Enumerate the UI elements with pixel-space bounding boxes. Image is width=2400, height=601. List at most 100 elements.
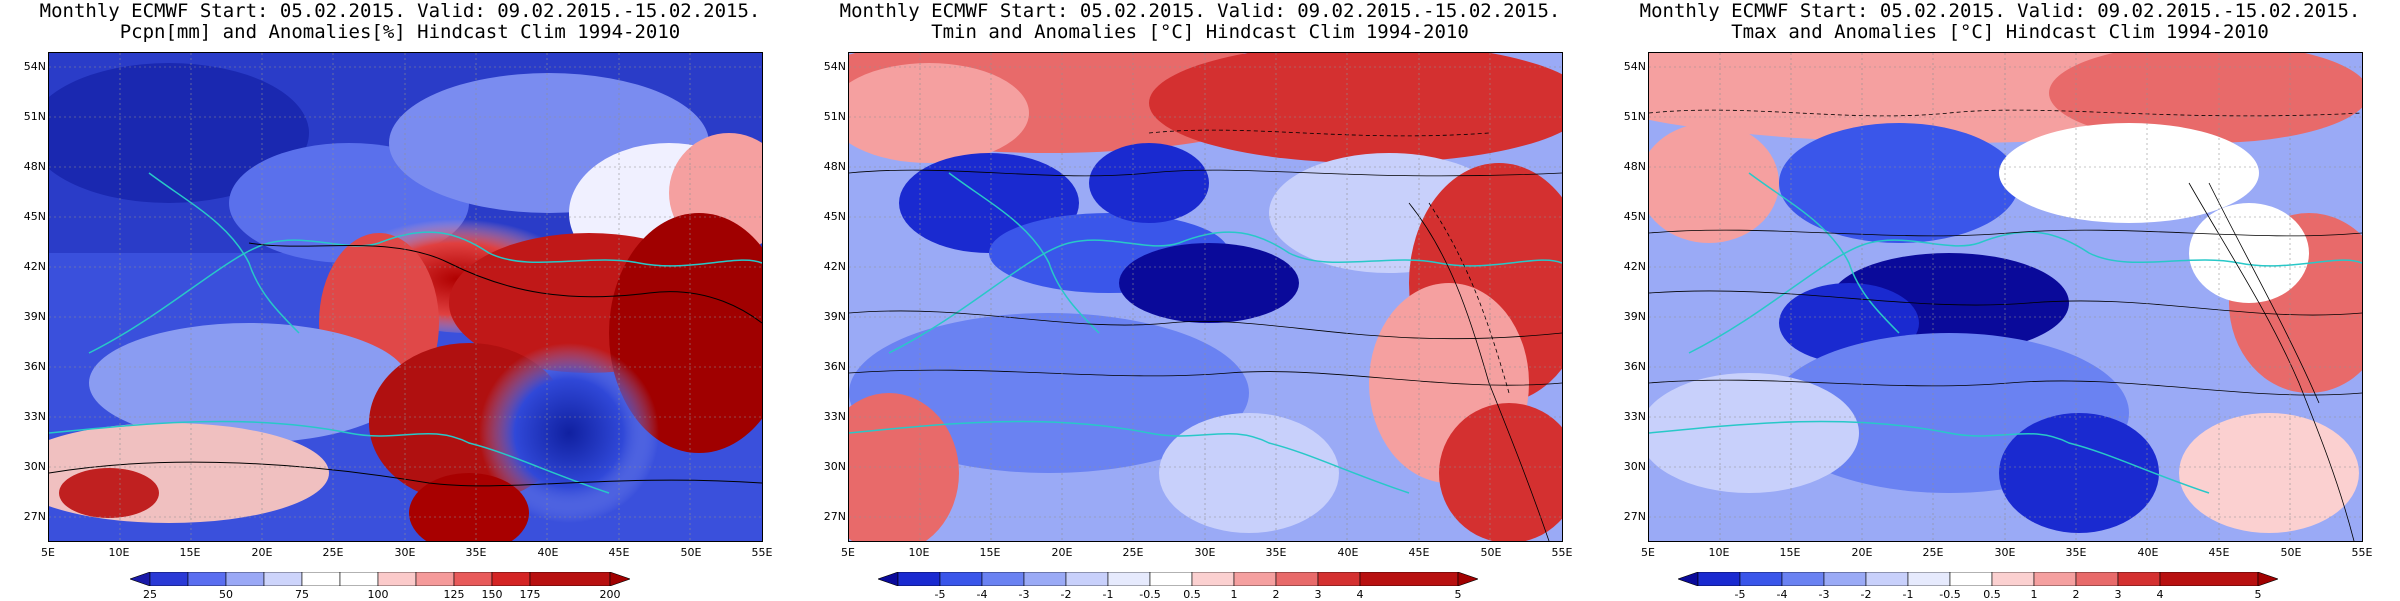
- lon-label-40e: 40E: [537, 546, 559, 559]
- colorbar-label: -0.5: [1139, 588, 1161, 601]
- panel-title-line1: Monthly ECMWF Start: 05.02.2015. Valid: …: [39, 0, 761, 22]
- lon-label-25e: 25E: [322, 546, 344, 559]
- colorbar-label: 200: [599, 588, 621, 601]
- lat-label-33n: 33N: [1623, 410, 1646, 423]
- lat-label-36n: 36N: [23, 360, 46, 373]
- lat-label-45n: 45N: [1623, 210, 1646, 223]
- lon-label-40e: 40E: [1337, 546, 1359, 559]
- lon-label-35e: 35E: [465, 546, 487, 559]
- colorbar-label: 1: [1230, 588, 1238, 601]
- colorbar-label: 150: [481, 588, 503, 601]
- lon-label-10e: 10E: [1708, 546, 1730, 559]
- lon-label-30e: 30E: [1994, 546, 2016, 559]
- colorbar-label: 125: [443, 588, 465, 601]
- map-tmax: [1648, 52, 2363, 542]
- panel-title-line1: Monthly ECMWF Start: 05.02.2015. Valid: …: [839, 0, 1561, 22]
- panel-title-line2: Tmax and Anomalies [°C] Hindcast Clim 19…: [1731, 21, 2269, 43]
- lon-label-50e: 50E: [2280, 546, 2302, 559]
- lat-label-54n: 54N: [1623, 60, 1646, 73]
- colorbar-label: 175: [519, 588, 541, 601]
- colorbar-label: 2: [1272, 588, 1280, 601]
- colorbar-label: 75: [295, 588, 309, 601]
- panel-title-line2: Tmin and Anomalies [°C] Hindcast Clim 19…: [931, 21, 1469, 43]
- lon-label-55e: 55E: [2351, 546, 2373, 559]
- colorbar-label: 50: [219, 588, 233, 601]
- map-svg: [49, 53, 762, 541]
- lon-label-45e: 45E: [2208, 546, 2230, 559]
- lon-label-20e: 20E: [1851, 546, 1873, 559]
- map-svg: [849, 53, 1562, 541]
- lat-label-54n: 54N: [23, 60, 46, 73]
- colorbar-tmin: [878, 572, 1478, 586]
- lon-label-20e: 20E: [251, 546, 273, 559]
- lat-label-36n: 36N: [1623, 360, 1646, 373]
- colorbar-label: 5: [2254, 588, 2262, 601]
- lat-label-39n: 39N: [1623, 310, 1646, 323]
- lat-label-45n: 45N: [23, 210, 46, 223]
- map-svg: [1649, 53, 2362, 541]
- lon-label-5e: 5E: [41, 546, 55, 559]
- lat-label-48n: 48N: [1623, 160, 1646, 173]
- colorbar-label: 0.5: [1183, 588, 1201, 601]
- lon-label-30e: 30E: [1194, 546, 1216, 559]
- lat-label-42n: 42N: [23, 260, 46, 273]
- lon-label-55e: 55E: [751, 546, 773, 559]
- lat-label-33n: 33N: [823, 410, 846, 423]
- lon-label-45e: 45E: [608, 546, 630, 559]
- colorbar-label: -0.5: [1939, 588, 1961, 601]
- lat-label-42n: 42N: [1623, 260, 1646, 273]
- colorbar-label: -1: [1102, 588, 1114, 601]
- lat-label-27n: 27N: [823, 510, 846, 523]
- colorbar-label: 100: [367, 588, 389, 601]
- map-tmin: [848, 52, 1563, 542]
- lat-label-27n: 27N: [1623, 510, 1646, 523]
- colorbar-label: -3: [1018, 588, 1030, 601]
- lat-label-33n: 33N: [23, 410, 46, 423]
- lat-label-51n: 51N: [1623, 110, 1646, 123]
- lat-label-30n: 30N: [1623, 460, 1646, 473]
- lon-label-10e: 10E: [108, 546, 130, 559]
- lon-label-25e: 25E: [1922, 546, 1944, 559]
- lat-label-39n: 39N: [823, 310, 846, 323]
- colorbar-label: 5: [1454, 588, 1462, 601]
- lat-label-39n: 39N: [23, 310, 46, 323]
- lon-label-50e: 50E: [680, 546, 702, 559]
- lat-label-45n: 45N: [823, 210, 846, 223]
- lon-label-35e: 35E: [1265, 546, 1287, 559]
- colorbar-label: -5: [934, 588, 946, 601]
- lon-label-35e: 35E: [2065, 546, 2087, 559]
- map-precipitation: [48, 52, 763, 542]
- colorbar-label: 1: [2030, 588, 2038, 601]
- colorbar-label: -5: [1734, 588, 1746, 601]
- lon-label-15e: 15E: [979, 546, 1001, 559]
- colorbar-label: 2: [2072, 588, 2080, 601]
- lon-label-15e: 15E: [179, 546, 201, 559]
- colorbar-label: -1: [1902, 588, 1914, 601]
- colorbar-label: 4: [2156, 588, 2164, 601]
- lon-label-40e: 40E: [2137, 546, 2159, 559]
- panel-precipitation: Monthly ECMWF Start: 05.02.2015. Valid: …: [0, 0, 800, 601]
- lat-label-48n: 48N: [823, 160, 846, 173]
- colorbar-label: 25: [143, 588, 157, 601]
- lat-label-36n: 36N: [823, 360, 846, 373]
- lat-label-51n: 51N: [23, 110, 46, 123]
- colorbar-label: -4: [1776, 588, 1788, 601]
- lon-label-5e: 5E: [1641, 546, 1655, 559]
- lat-label-54n: 54N: [823, 60, 846, 73]
- colorbar-label: -3: [1818, 588, 1830, 601]
- panel-title-line1: Monthly ECMWF Start: 05.02.2015. Valid: …: [1639, 0, 2361, 22]
- lon-label-5e: 5E: [841, 546, 855, 559]
- lat-label-51n: 51N: [823, 110, 846, 123]
- colorbar-label: 3: [2114, 588, 2122, 601]
- lat-label-27n: 27N: [23, 510, 46, 523]
- lon-label-30e: 30E: [394, 546, 416, 559]
- lat-label-48n: 48N: [23, 160, 46, 173]
- colorbar-label: -4: [976, 588, 988, 601]
- lat-label-42n: 42N: [823, 260, 846, 273]
- lon-label-25e: 25E: [1122, 546, 1144, 559]
- lon-label-15e: 15E: [1779, 546, 1801, 559]
- panel-tmax: Monthly ECMWF Start: 05.02.2015. Valid: …: [1600, 0, 2400, 601]
- lon-label-50e: 50E: [1480, 546, 1502, 559]
- colorbar-label: -2: [1860, 588, 1872, 601]
